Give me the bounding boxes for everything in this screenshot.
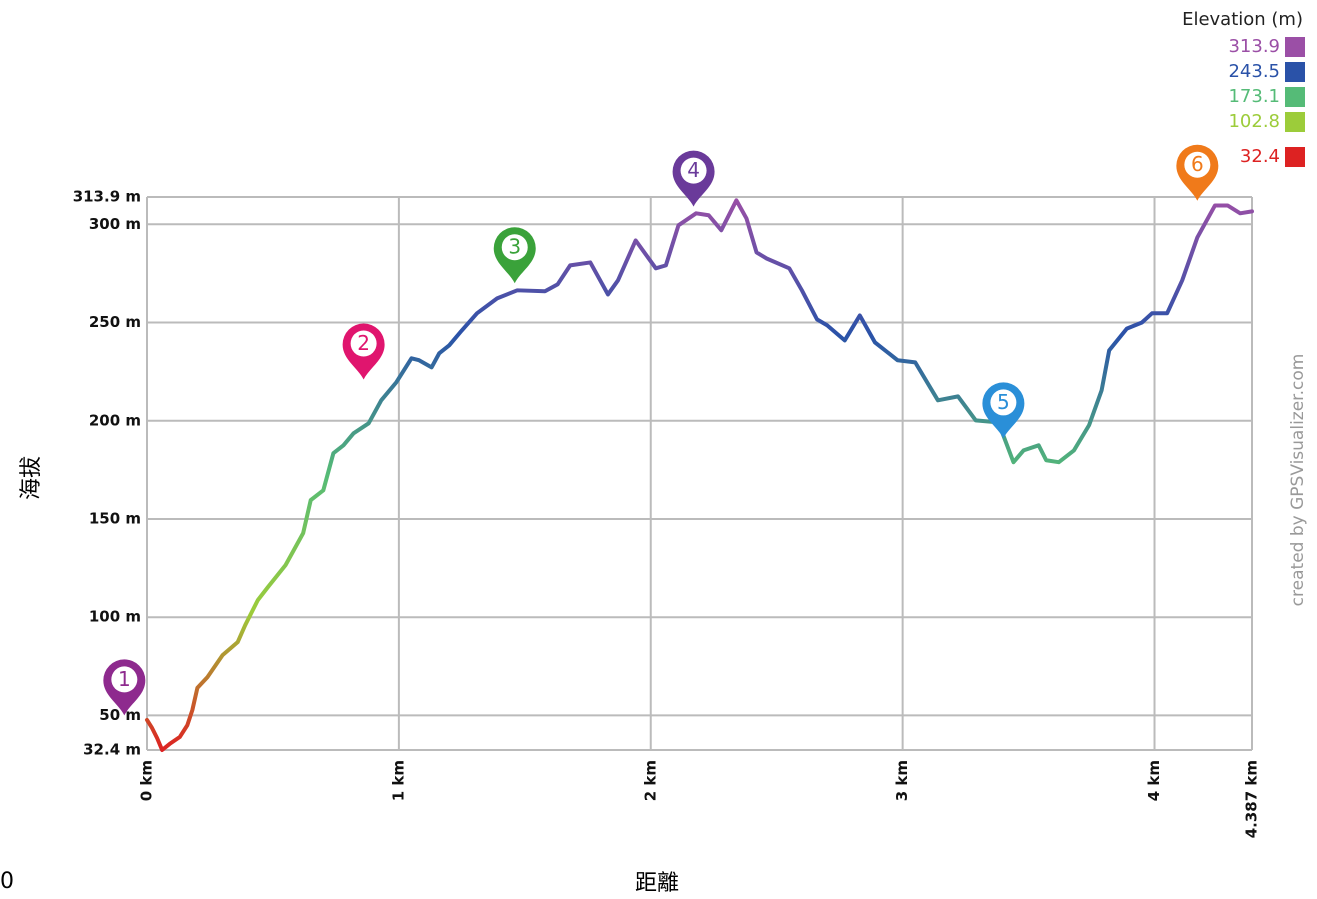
y-tick-label: 32.4 m: [83, 741, 141, 759]
x-tick-label: 0 km: [138, 760, 156, 801]
waypoint-inner: [350, 330, 377, 357]
waypoint-inner: [111, 666, 138, 693]
legend-label: 173.1: [1228, 86, 1280, 107]
legend-swatch: [1285, 147, 1305, 167]
waypoint-label: 3: [508, 235, 521, 259]
waypoint-marker: 1: [103, 659, 146, 716]
waypoint-label: 1: [118, 667, 131, 691]
waypoint-label: 6: [1191, 152, 1204, 176]
x-tick-label: 2 km: [641, 760, 659, 801]
x-axis-title: 距離: [635, 871, 679, 896]
watermark: created by GPSVisualizer.com: [1288, 354, 1308, 607]
y-tick-label: 300 m: [89, 215, 141, 233]
waypoint-marker: 4: [672, 150, 715, 207]
waypoint-inner: [1184, 151, 1211, 178]
waypoint-label: 5: [997, 390, 1010, 414]
waypoint-marker: 5: [982, 382, 1025, 439]
waypoint-marker: 3: [493, 227, 536, 284]
y-tick-label: 200 m: [89, 411, 141, 429]
y-axis-title: 海拔: [19, 456, 44, 500]
elevation-line: [145, 198, 1254, 752]
x-tick-label: 4 km: [1145, 760, 1163, 801]
waypoint-label: 2: [357, 331, 370, 355]
corner-text: 0: [0, 869, 14, 894]
legend-label: 243.5: [1228, 61, 1280, 82]
legend-label: 313.9: [1228, 36, 1280, 57]
y-tick-label: 250 m: [89, 313, 141, 331]
waypoint-inner: [990, 389, 1017, 416]
legend-swatch: [1285, 62, 1305, 82]
y-tick-label: 313.9 m: [73, 188, 141, 206]
legend-label: 32.4: [1240, 146, 1280, 167]
y-tick-label: 150 m: [89, 509, 141, 527]
legend-title: Elevation (m): [1182, 9, 1303, 30]
y-tick-label: 50 m: [99, 706, 141, 724]
waypoint-inner: [501, 234, 528, 261]
legend-swatch: [1285, 37, 1305, 57]
y-tick-label: 100 m: [89, 608, 141, 626]
waypoint-marker: 2: [342, 323, 385, 380]
legend-swatch: [1285, 87, 1305, 107]
waypoint-marker: 6: [1176, 144, 1219, 201]
x-tick-label: 1 km: [389, 760, 407, 801]
waypoint-inner: [680, 157, 707, 184]
x-tick-label: 3 km: [893, 760, 911, 801]
legend-label: 102.8: [1228, 111, 1280, 132]
waypoint-label: 4: [687, 158, 700, 182]
x-tick-label: 4.387 km: [1243, 760, 1261, 838]
legend-swatch: [1285, 112, 1305, 132]
